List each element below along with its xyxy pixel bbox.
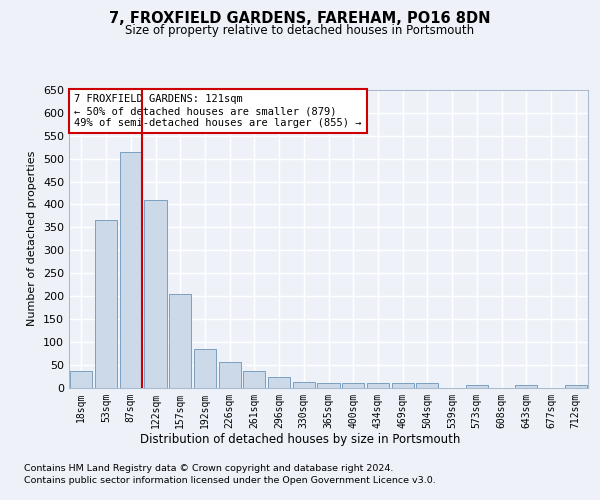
Text: Distribution of detached houses by size in Portsmouth: Distribution of detached houses by size … — [140, 432, 460, 446]
Bar — [218, 362, 241, 388]
Bar — [515, 385, 538, 388]
Y-axis label: Number of detached properties: Number of detached properties — [28, 151, 37, 326]
Bar — [416, 384, 439, 388]
Bar — [95, 220, 117, 388]
Bar — [367, 384, 389, 388]
Bar — [194, 349, 216, 388]
Bar — [119, 152, 142, 388]
Bar — [342, 384, 364, 388]
Bar — [466, 385, 488, 388]
Bar — [268, 378, 290, 388]
Bar — [243, 372, 265, 388]
Text: Contains public sector information licensed under the Open Government Licence v3: Contains public sector information licen… — [24, 476, 436, 485]
Bar — [293, 382, 315, 388]
Text: 7 FROXFIELD GARDENS: 121sqm
← 50% of detached houses are smaller (879)
49% of se: 7 FROXFIELD GARDENS: 121sqm ← 50% of det… — [74, 94, 362, 128]
Bar — [392, 384, 414, 388]
Text: Contains HM Land Registry data © Crown copyright and database right 2024.: Contains HM Land Registry data © Crown c… — [24, 464, 394, 473]
Bar — [145, 200, 167, 388]
Bar — [169, 294, 191, 388]
Bar — [565, 385, 587, 388]
Bar — [70, 370, 92, 388]
Bar — [317, 384, 340, 388]
Text: Size of property relative to detached houses in Portsmouth: Size of property relative to detached ho… — [125, 24, 475, 37]
Text: 7, FROXFIELD GARDENS, FAREHAM, PO16 8DN: 7, FROXFIELD GARDENS, FAREHAM, PO16 8DN — [109, 11, 491, 26]
